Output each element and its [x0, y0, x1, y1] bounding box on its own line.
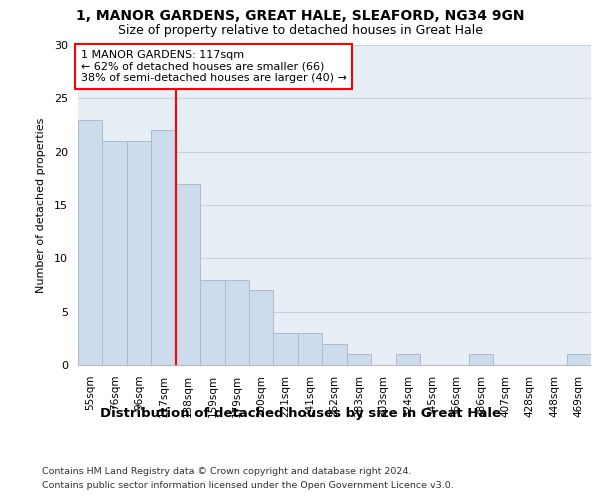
Bar — [322, 344, 347, 365]
Text: Contains public sector information licensed under the Open Government Licence v3: Contains public sector information licen… — [42, 481, 454, 490]
Bar — [566, 354, 591, 365]
Bar — [224, 280, 249, 365]
Bar — [127, 141, 151, 365]
Bar — [469, 354, 493, 365]
Bar — [274, 333, 298, 365]
Bar — [78, 120, 103, 365]
Text: Size of property relative to detached houses in Great Hale: Size of property relative to detached ho… — [118, 24, 482, 37]
Bar — [347, 354, 371, 365]
Bar — [200, 280, 224, 365]
Y-axis label: Number of detached properties: Number of detached properties — [36, 118, 46, 292]
Bar — [151, 130, 176, 365]
Text: Distribution of detached houses by size in Great Hale: Distribution of detached houses by size … — [100, 408, 500, 420]
Bar — [103, 141, 127, 365]
Bar — [395, 354, 420, 365]
Text: 1, MANOR GARDENS, GREAT HALE, SLEAFORD, NG34 9GN: 1, MANOR GARDENS, GREAT HALE, SLEAFORD, … — [76, 9, 524, 23]
Bar — [298, 333, 322, 365]
Text: 1 MANOR GARDENS: 117sqm
← 62% of detached houses are smaller (66)
38% of semi-de: 1 MANOR GARDENS: 117sqm ← 62% of detache… — [80, 50, 346, 83]
Bar — [249, 290, 274, 365]
Bar — [176, 184, 200, 365]
Text: Contains HM Land Registry data © Crown copyright and database right 2024.: Contains HM Land Registry data © Crown c… — [42, 468, 412, 476]
